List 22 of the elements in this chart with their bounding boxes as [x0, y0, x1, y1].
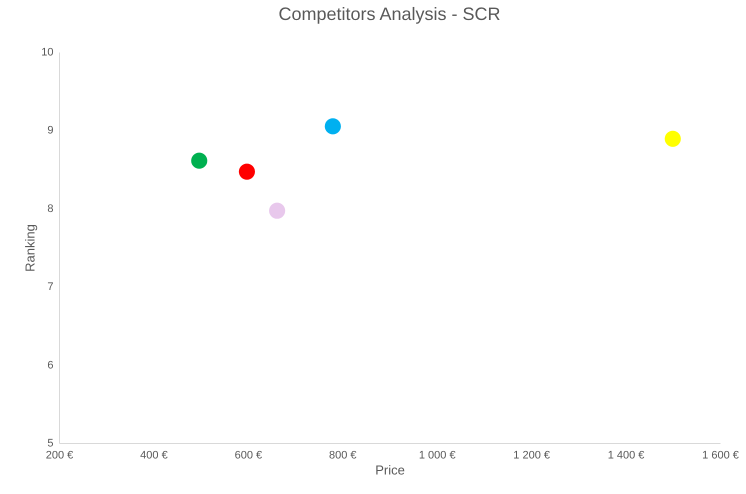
y-tick-label: 7: [47, 281, 54, 294]
x-axis-title: Price: [375, 462, 405, 478]
x-tick-label: 1 200 €: [513, 450, 550, 462]
x-tick-label: 800 €: [329, 450, 357, 462]
point: [664, 130, 681, 147]
x-tick-label: 600 €: [234, 450, 262, 462]
x-tick-label: 200 €: [46, 450, 74, 462]
y-tick-label: 9: [47, 124, 54, 137]
x-tick-label: 400 €: [140, 450, 168, 462]
point: [191, 152, 208, 169]
point: [269, 202, 286, 219]
point: [324, 118, 341, 134]
y-tick-label: 5: [47, 438, 54, 450]
x-tick-label: 1 000 €: [418, 450, 456, 462]
point: [238, 164, 255, 180]
x-tick-label: 1 400 €: [608, 450, 644, 462]
y-axis-title: Ranking: [22, 224, 38, 272]
y-tick-label: 8: [47, 202, 54, 215]
y-tick-label: 6: [47, 359, 54, 372]
y-tick-label: 10: [41, 46, 54, 58]
x-tick-label: 1 600 €: [702, 450, 739, 462]
chart-title: Competitors Analysis - SCR: [278, 4, 501, 24]
